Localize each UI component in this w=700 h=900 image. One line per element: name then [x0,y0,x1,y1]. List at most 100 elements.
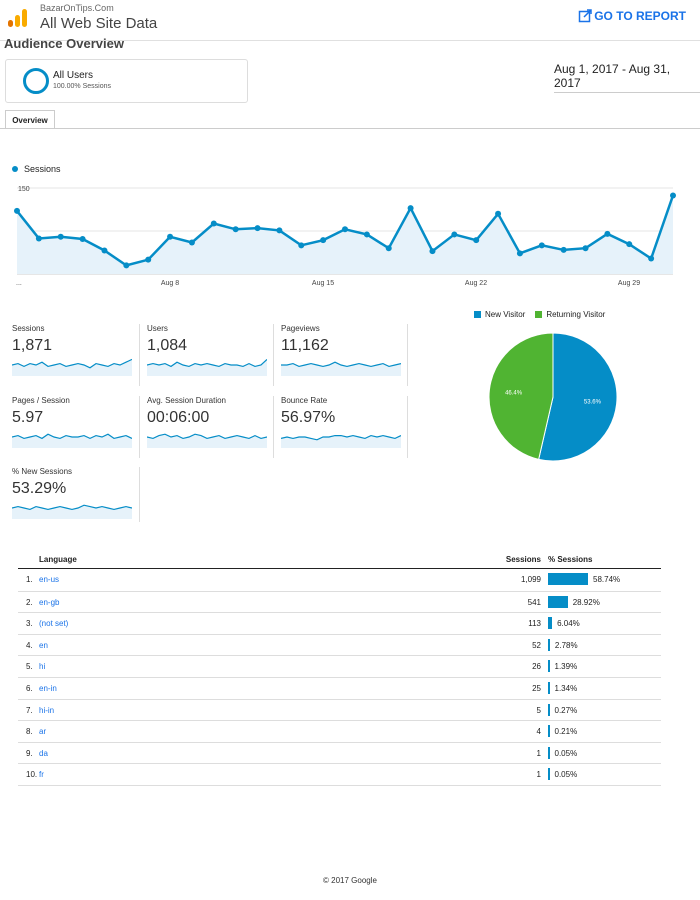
sessions-point[interactable] [495,210,502,217]
date-range-selector[interactable]: Aug 1, 2017 - Aug 31, 2017 [554,62,700,93]
metric-label: % New Sessions [12,467,73,476]
table-row: 4. en 52 2.78% [18,633,661,656]
sessions-point[interactable] [254,225,261,232]
language-link[interactable]: en-us [39,575,60,584]
metric-users[interactable]: Users 1,084 [147,324,272,386]
sessions-point[interactable] [123,262,130,269]
pie-slice-returning-visitor[interactable] [488,333,554,460]
metric-label: Pageviews [281,324,320,333]
row-index: 8. [26,727,33,737]
metric-value: 56.97% [281,409,336,426]
metric-label: Users [147,324,168,333]
row-pct: 1.39% [554,662,578,672]
sessions-point[interactable] [232,226,239,233]
sessions-point[interactable] [57,233,64,240]
x-tick-label: Aug 8 [161,280,179,287]
metric-divider [407,324,408,386]
sessions-point[interactable] [188,239,195,246]
language-link[interactable]: (not set) [39,619,69,629]
metric-sparkline [281,434,401,448]
table-row: 9. da 1 0.05% [18,741,661,764]
sessions-point[interactable] [320,237,327,244]
language-link[interactable]: en [39,640,48,650]
x-tick-label: Aug 15 [312,280,334,287]
sessions-point[interactable] [451,231,458,238]
sessions-point[interactable] [670,192,676,199]
sessions-point[interactable] [145,256,152,263]
language-link[interactable]: en-gb [39,597,60,607]
language-link[interactable]: fr [39,770,44,780]
sessions-point[interactable] [342,226,348,233]
metric-value: 1,871 [12,337,53,354]
x-tick-label: ... [16,280,22,287]
language-link[interactable]: en-in [39,684,57,693]
sessions-point[interactable] [516,250,523,257]
table-row: 3. (not set) 113 6.04% [18,612,661,634]
row-index: 6. [26,684,33,693]
sessions-point[interactable] [582,245,589,252]
row-share-bar [548,746,550,759]
row-index: 3. [26,619,33,629]
row-share-bar [548,682,550,694]
table-row: 6. en-in 25 1.34% [18,677,661,699]
sessions-point[interactable] [648,255,655,262]
metric-value: 11,162 [281,337,329,354]
sessions-point[interactable] [473,237,480,244]
sessions-point[interactable] [35,235,42,242]
segment-card[interactable]: All Users 100.00% Sessions [5,59,248,103]
row-sessions: 26 [532,662,541,672]
metric-pages-session[interactable]: Pages / Session 5.97 [12,396,137,458]
report-header [0,0,700,41]
row-share-bar [548,638,550,651]
row-share-bar [548,617,553,630]
metric-sparkline [147,433,267,448]
row-index: 10. [26,770,38,780]
metric-sessions[interactable]: Sessions 1,871 [12,324,137,386]
table-row: 2. en-gb 541 28.92% [18,590,661,613]
row-share-bar [548,725,550,738]
sessions-point[interactable] [626,241,633,248]
pie-slice-new-visitor[interactable] [538,333,618,462]
x-tick-label: Aug 29 [618,280,640,287]
language-link[interactable]: da [39,748,48,758]
sessions-point[interactable] [429,248,436,255]
row-pct: 0.05% [554,770,578,780]
table-row: 1. en-us 1,099 58.74% [18,569,661,590]
sessions-point[interactable] [210,220,217,227]
y-tick-label: 150 [18,186,30,193]
tab-overview[interactable]: Overview [5,110,55,129]
language-link[interactable]: hi [39,662,46,672]
sessions-point[interactable] [167,233,174,240]
sessions-point[interactable] [385,245,392,252]
analytics-logo-icon [8,9,27,27]
metric-sparkline [147,358,267,376]
metric-avg-session-duration[interactable]: Avg. Session Duration 00:06:00 [147,396,272,458]
sessions-point[interactable] [538,242,545,249]
metric-new-sessions[interactable]: % New Sessions 53.29% [12,467,137,529]
sessions-point[interactable] [560,246,567,253]
metric-divider [407,396,408,458]
language-link[interactable]: hi-in [39,705,55,715]
metric-sparkline [281,361,401,376]
sessions-point[interactable] [276,227,283,234]
sessions-point[interactable] [101,247,108,254]
sessions-point[interactable] [363,231,370,238]
sessions-point[interactable] [14,207,20,214]
sessions-point[interactable] [604,230,611,237]
sessions-point[interactable] [79,236,86,243]
row-pct: 58.74% [593,575,621,584]
page-title: Audience Overview [4,36,124,51]
metric-divider [273,396,274,458]
go-to-report-button[interactable]: GO TO REPORT [578,9,686,23]
language-link[interactable]: ar [39,727,47,737]
row-pct: 0.05% [554,748,578,758]
footer: © 2017 Google [323,876,377,885]
row-pct: 2.78% [554,640,578,650]
row-pct: 1.34% [554,684,578,693]
pie-slice-label: 53.6% [584,399,602,405]
metric-value: 00:06:00 [147,409,210,426]
sessions-point[interactable] [407,205,414,212]
metric-bounce-rate[interactable]: Bounce Rate 56.97% [281,396,406,458]
metric-pageviews[interactable]: Pageviews 11,162 [281,324,406,386]
sessions-point[interactable] [298,242,305,249]
